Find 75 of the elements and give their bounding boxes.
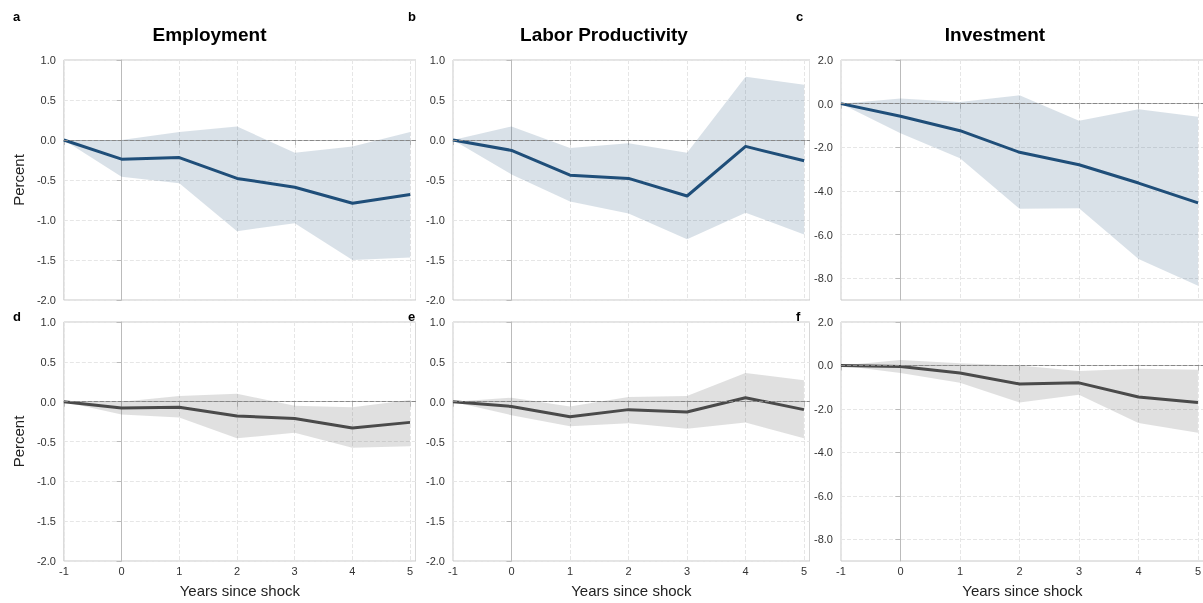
x-tick-label: 2 [625, 564, 632, 577]
y-tick-label: -8.0 [814, 272, 833, 285]
y-tick-label: 0.5 [429, 94, 445, 106]
y-tick-label: 0.5 [40, 355, 56, 368]
y-tick-label: 0.0 [817, 97, 833, 110]
x-tick-label: 1 [176, 564, 183, 577]
y-tick-label: -1.5 [426, 515, 445, 528]
x-tick-label: -1 [448, 564, 458, 577]
y-tick-label: 2.0 [817, 54, 833, 66]
y-tick-label: -1.0 [426, 475, 445, 488]
y-tick-label: 1.0 [40, 54, 56, 66]
y-tick-label: 0.0 [40, 395, 56, 408]
y-tick-label: -1.0 [426, 214, 445, 226]
x-tick-label: 0 [118, 564, 125, 577]
x-tick-label: 0 [897, 564, 904, 577]
x-tick-label: 2 [233, 564, 241, 577]
y-tick-label: -1.5 [36, 515, 56, 528]
y-tick-label: -2.0 [36, 555, 56, 567]
x-tick-label: 5 [1194, 564, 1201, 577]
x-tick-label: 3 [291, 564, 298, 577]
x-axis-title: Years since shock [179, 582, 301, 599]
y-tick-label: -1.0 [36, 475, 56, 488]
x-tick-label: 4 [1135, 564, 1142, 577]
text: a [13, 9, 21, 24]
x-tick-label: 3 [1075, 564, 1083, 577]
y-tick-label: 1.0 [429, 316, 445, 328]
y-tick-label: -2.0 [36, 294, 56, 306]
annotation: f [796, 309, 801, 324]
text: b [408, 9, 416, 24]
annotation: e [408, 309, 416, 324]
y-tick-label: -1.5 [36, 254, 56, 266]
y-tick-label: 1.0 [40, 316, 56, 328]
y-tick-label: -6.0 [814, 489, 833, 502]
x-tick-label: 3 [683, 564, 691, 577]
y-tick-label: 0.0 [429, 395, 445, 408]
x-tick-label: -1 [836, 564, 846, 577]
chart-title: Labor Productivity [520, 24, 689, 45]
y-tick-label: -1.5 [426, 254, 445, 266]
x-axis-title: Years since shock [962, 582, 1084, 599]
x-tick-label: 2 [1016, 564, 1023, 577]
x-tick-label: -1 [58, 564, 69, 577]
y-tick-label: 0.5 [40, 94, 56, 106]
x-tick-label: 1 [566, 564, 574, 577]
y-tick-label: 0.0 [40, 134, 56, 146]
y-tick-label: -4.0 [814, 184, 833, 197]
x-tick-label: 4 [742, 564, 749, 577]
y-tick-label: -1.0 [36, 214, 56, 226]
text: d [13, 309, 21, 324]
y-tick-label: -2.0 [814, 402, 833, 415]
chart-title: Investment [944, 24, 1046, 45]
y-tick-label: -2.0 [814, 141, 833, 154]
y-tick-label: 2.0 [817, 316, 833, 328]
y-axis-title: Percent [10, 414, 27, 468]
y-tick-label: 0.0 [817, 359, 833, 372]
x-tick-label: 4 [349, 564, 356, 577]
y-tick-label: -6.0 [814, 228, 833, 241]
text: c [796, 9, 804, 24]
x-tick-label: 5 [406, 564, 414, 577]
y-tick-label: -0.5 [36, 174, 56, 186]
x-tick-label: 0 [508, 564, 515, 577]
y-tick-label: -0.5 [426, 435, 445, 448]
y-axis-title: Percent [10, 153, 27, 206]
y-tick-label: 0.0 [429, 134, 445, 146]
y-tick-label: 0.5 [429, 355, 445, 368]
y-tick-label: -0.5 [426, 174, 445, 186]
y-tick-label: -4.0 [814, 446, 833, 459]
chart-title: Employment [152, 24, 268, 45]
x-tick-label: 5 [800, 564, 807, 577]
x-axis-title: Years since shock [571, 582, 693, 599]
y-tick-label: -0.5 [36, 435, 56, 448]
y-tick-label: -2.0 [426, 555, 445, 567]
y-tick-label: 1.0 [429, 54, 445, 66]
y-tick-label: -2.0 [426, 294, 445, 306]
x-tick-label: 1 [956, 564, 964, 577]
y-tick-label: -8.0 [814, 533, 833, 546]
